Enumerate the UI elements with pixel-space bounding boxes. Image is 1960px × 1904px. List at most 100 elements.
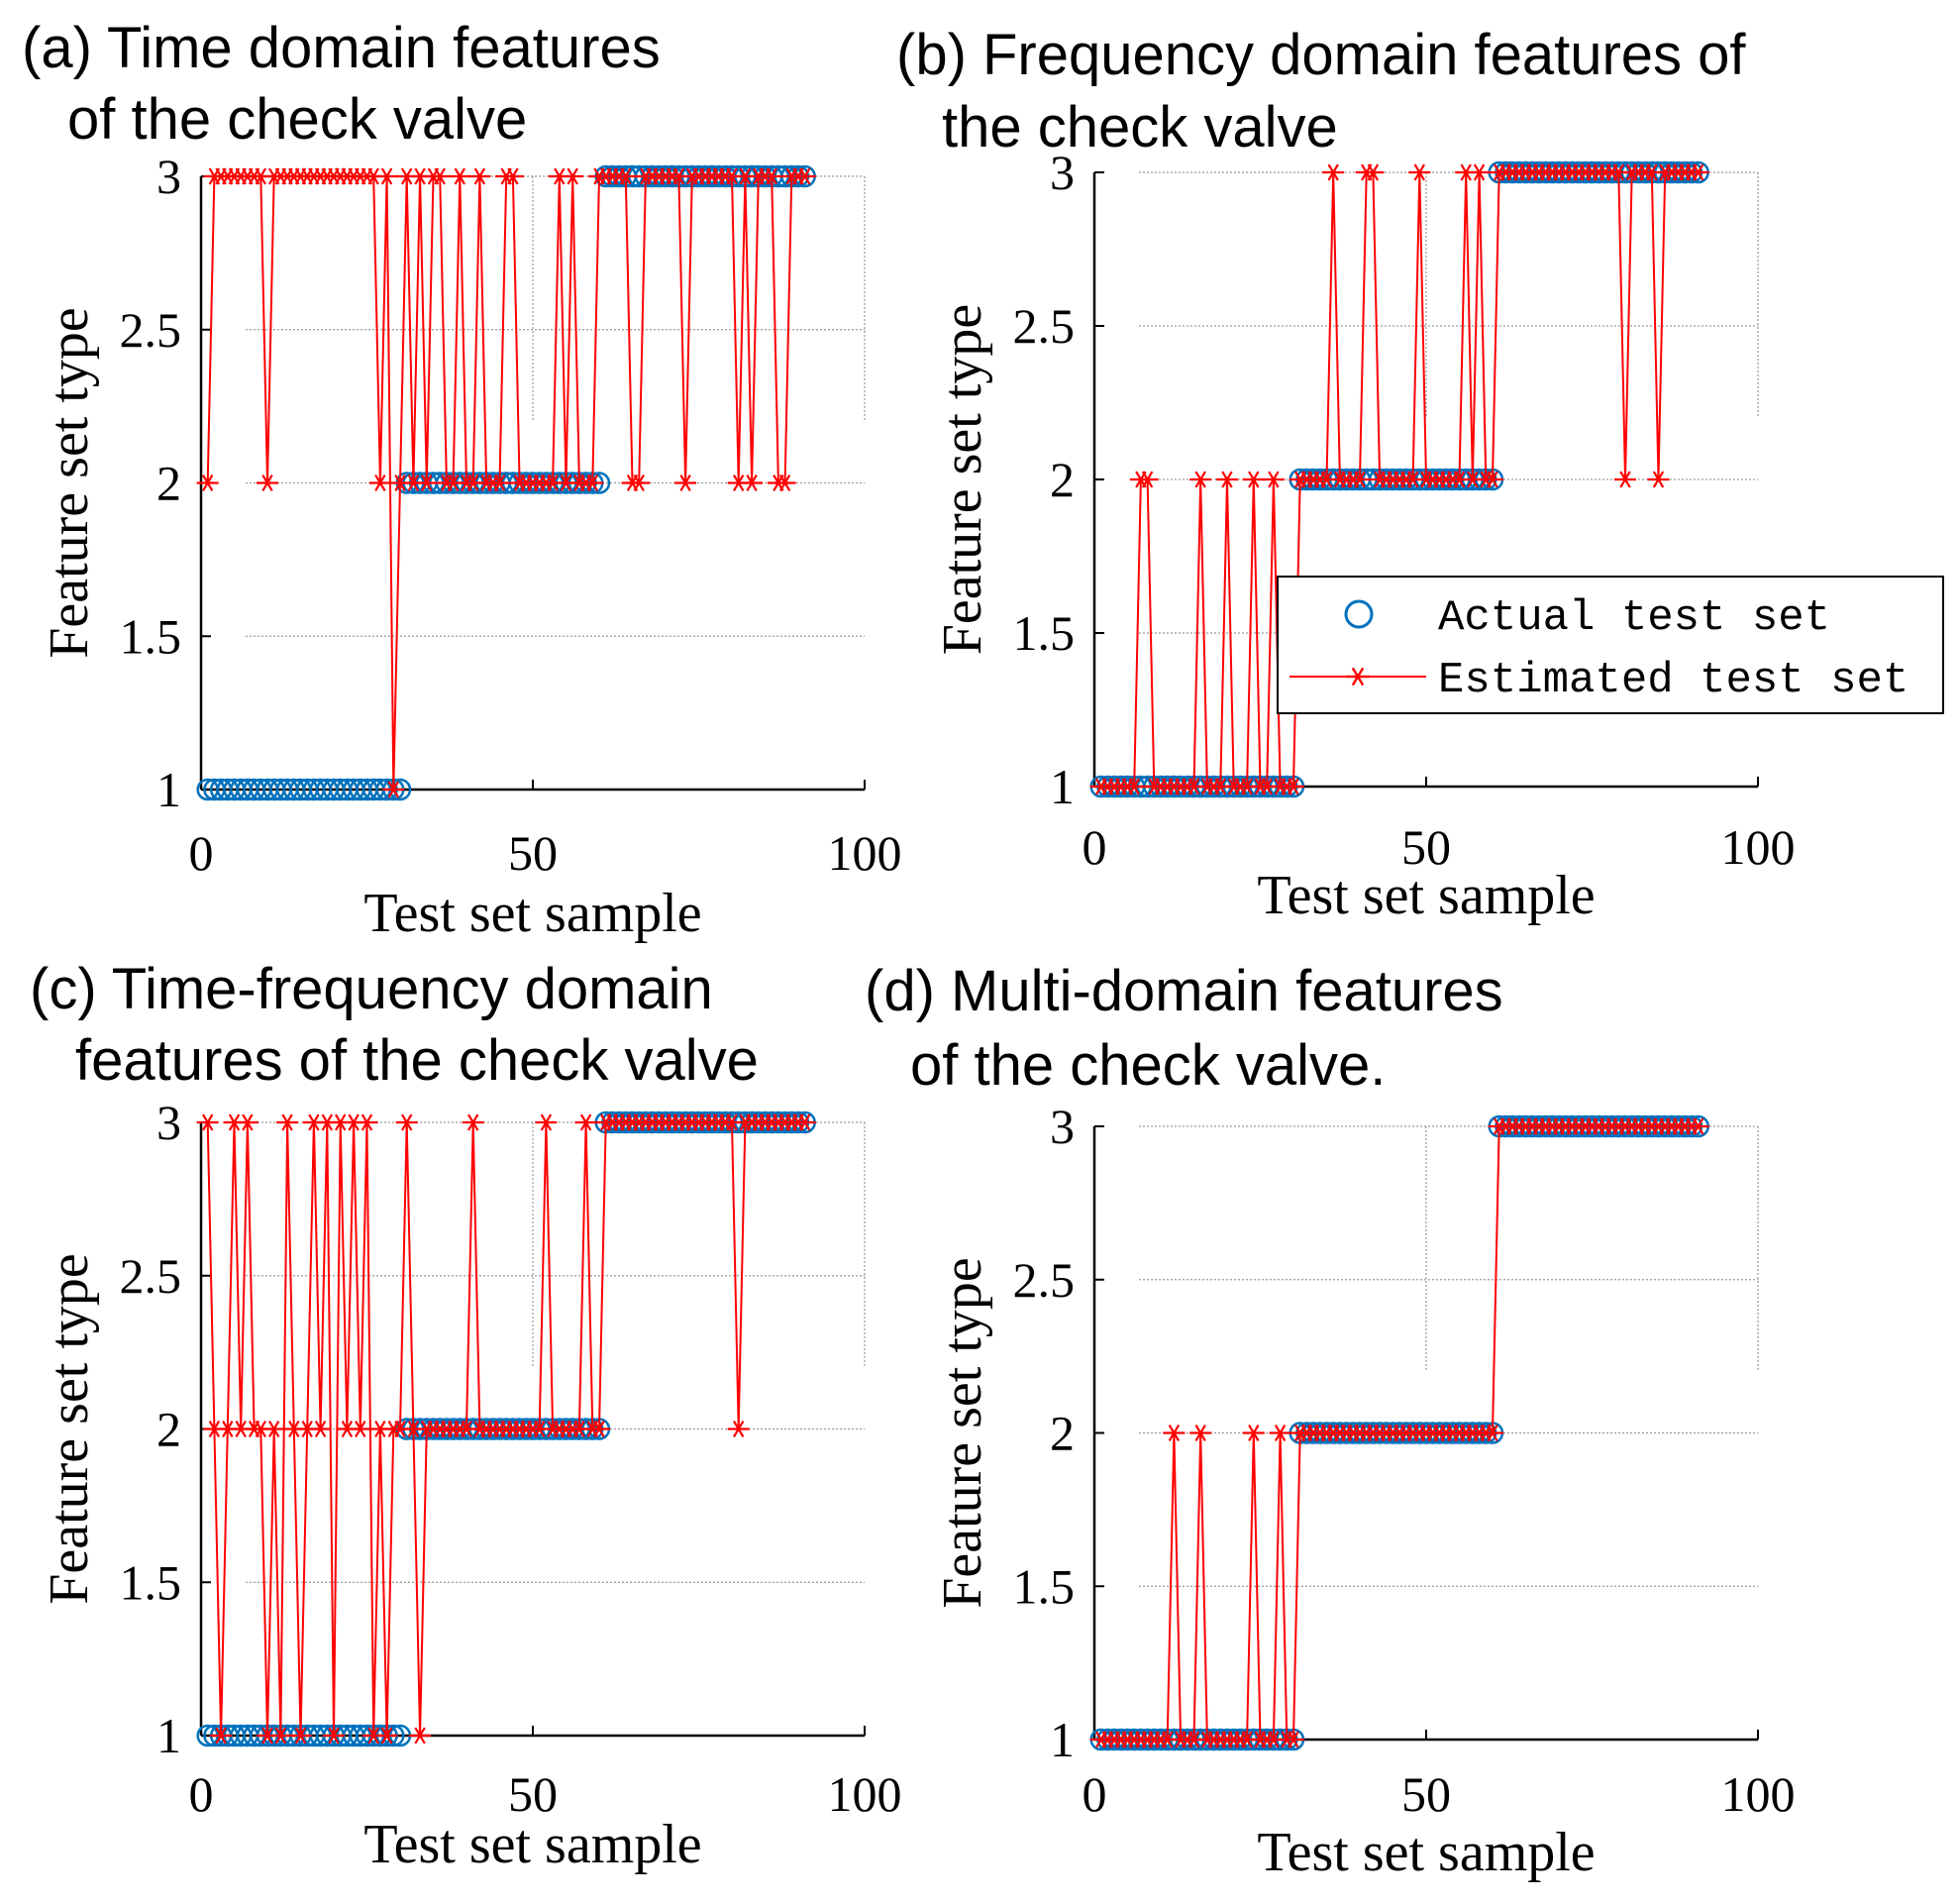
panel-c-estimated-point [356, 1113, 378, 1131]
panel-a-estimated-point [761, 167, 783, 185]
panel-b-ytick-label: 2.5 [1013, 298, 1076, 354]
panel-a-xtick-label: 100 [828, 825, 902, 881]
panel-d: (d) Multi-domain features of the check va… [865, 959, 1796, 1883]
panel-a-estimated-point [628, 475, 651, 491]
panel-a-estimated-point [501, 167, 524, 185]
panel-a-ytick-label: 2 [156, 456, 181, 511]
panel-c-estimated-point [323, 1727, 345, 1745]
panel-c-ytick-label: 2 [156, 1402, 181, 1457]
panel-a-estimated-point [196, 475, 219, 491]
panel-b-series-estimated [1089, 163, 1709, 795]
panel-d-title-line: (d) Multi-domain features [865, 959, 1503, 1023]
legend-actual-label: Actual test set [1438, 593, 1830, 643]
panel-c-title-line: (c) Time-frequency domain [30, 957, 713, 1021]
panel-a-estimated-point [368, 475, 391, 491]
panel-a-ytick-label: 1 [156, 762, 181, 817]
panel-d-estimated-point [1269, 1425, 1291, 1441]
panels: (a) Time domain features of the check val… [22, 16, 1796, 1883]
panel-b-title-line: (b) Frequency domain features of [896, 23, 1746, 87]
panel-a-estimated-point [562, 167, 584, 185]
panel-a-estimated-point [429, 167, 452, 185]
panel-c-estimated-point [535, 1113, 558, 1131]
panel-a-ylabel: Feature set type [39, 307, 100, 659]
panel-a-title-line: (a) Time domain features [22, 16, 661, 80]
panel-a-estimated-point [774, 475, 796, 491]
panel-a-ytick-label: 1.5 [120, 608, 182, 664]
panel-c-estimated-point [395, 1113, 418, 1131]
panel-c-estimated-point [276, 1113, 299, 1131]
panel-d-xtick-label: 50 [1401, 1766, 1451, 1822]
panel-b-ytick-label: 3 [1050, 145, 1075, 200]
legend-estimated-label: Estimated test set [1438, 656, 1908, 705]
panel-a-ytick-label: 3 [156, 149, 181, 204]
panel-d-ytick-label: 1.5 [1013, 1558, 1076, 1614]
panel-b-estimated-point [1283, 778, 1304, 795]
legend-star-icon [1346, 667, 1370, 687]
panel-b-estimated-point [1647, 471, 1670, 488]
panel-c-ytick-label: 1.5 [120, 1554, 182, 1610]
panel-c-estimated-point [262, 1421, 285, 1437]
panel-b-estimated-point [1123, 778, 1146, 795]
panel-c-estimated-point [375, 1727, 398, 1745]
panel-c-estimated-point [289, 1727, 312, 1745]
panel-b-estimated-point [1687, 163, 1709, 181]
panel-a-estimated-point [793, 167, 816, 185]
legend-estimated-marker [1346, 667, 1370, 687]
panel-b-ylabel: Feature set type [932, 304, 993, 656]
panel-c-estimated-point [409, 1727, 432, 1745]
panel-a-xtick-label: 50 [508, 825, 558, 881]
panel-a-estimated-point [468, 167, 491, 185]
panel-a: (a) Time domain features of the check val… [22, 16, 902, 944]
panel-a-estimated-point [257, 475, 278, 491]
panel-a-estimated-point [488, 475, 511, 491]
panel-a-estimated-point [449, 167, 471, 185]
panel-c-estimated-point [269, 1727, 292, 1745]
panel-c-series-estimated [196, 1113, 816, 1745]
panel-c-estimated-point [462, 1113, 484, 1131]
panel-d-ytick-label: 2 [1050, 1406, 1075, 1461]
panel-b-xtick-label: 100 [1721, 819, 1796, 875]
panel-b-estimated-point [1136, 471, 1159, 488]
panel-c-ytick-label: 3 [156, 1095, 181, 1150]
panel-a-xlabel: Test set sample [363, 883, 701, 944]
panel-d-estimated-point [1189, 1425, 1212, 1441]
panel-d-estimated-point [1687, 1117, 1709, 1135]
legend-actual-marker [1344, 599, 1374, 629]
panel-c-estimated-point [588, 1421, 610, 1437]
panel-c-title-line: features of the check valve [75, 1028, 759, 1093]
panel-d-ylabel: Feature set type [932, 1257, 993, 1609]
panel-c-estimated-point [574, 1113, 597, 1131]
panel-d-xtick-label: 100 [1721, 1766, 1796, 1822]
panel-a-estimated-point [415, 475, 438, 491]
panel-b-estimated-point [1242, 471, 1265, 488]
panel-b-ytick-label: 1.5 [1013, 605, 1076, 661]
panel-b: (b) Frequency domain features of the chec… [896, 23, 1796, 926]
panel-b-xlabel: Test set sample [1257, 865, 1595, 926]
panel-c-ytick-label: 2.5 [120, 1248, 182, 1304]
panel-d-estimated-point [1163, 1425, 1186, 1441]
panel-c-ytick-label: 1 [156, 1708, 181, 1763]
panel-b-ytick-label: 1 [1050, 759, 1075, 814]
panel-b-estimated-point [1216, 471, 1238, 488]
panel-c-estimated-point [309, 1421, 332, 1437]
panel-b-estimated-point [1362, 163, 1385, 181]
panel-d-estimated-point [1283, 1731, 1304, 1748]
panel-b-estimated-point [1322, 163, 1345, 181]
panel-d-xtick-label: 0 [1083, 1766, 1107, 1822]
panel-a-title-line: of the check valve [67, 87, 527, 152]
panel-a-estimated-point [375, 167, 398, 185]
panel-d-estimated-point [1482, 1425, 1503, 1441]
panel-b-estimated-point [1408, 163, 1431, 181]
panel-c-ylabel: Feature set type [39, 1253, 100, 1605]
panel-c-xtick-label: 100 [828, 1766, 902, 1822]
panel-a-xtick-label: 0 [189, 825, 214, 881]
panel-b-estimated-point [1468, 163, 1491, 181]
panel-d-ytick-label: 1 [1050, 1712, 1075, 1767]
panel-a-estimated-point [382, 781, 405, 798]
legend: Actual test set Estimated test set [1277, 576, 1944, 714]
panel-c-estimated-point [210, 1727, 233, 1745]
panel-c-xtick-label: 0 [189, 1766, 214, 1822]
panel-d-ytick-label: 2.5 [1013, 1252, 1076, 1308]
panel-b-estimated-point [1614, 471, 1636, 488]
